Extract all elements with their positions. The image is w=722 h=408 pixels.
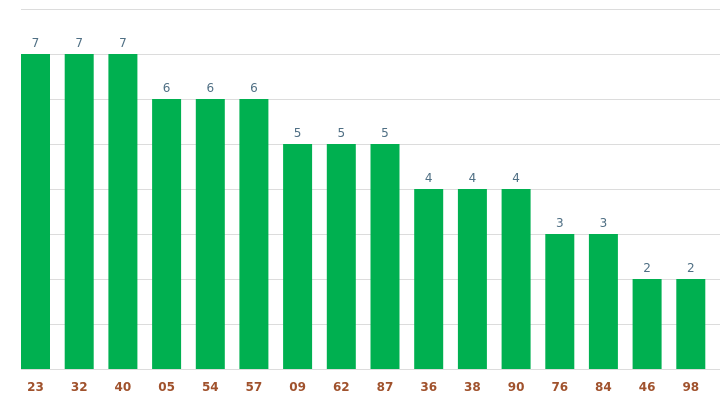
value-label-46: 2: [643, 261, 651, 275]
category-label-38: 38: [464, 380, 481, 394]
category-label-76: 76: [551, 380, 568, 394]
value-label-05: 6: [163, 81, 171, 95]
bar-54: [195, 99, 225, 369]
value-label-87: 5: [381, 126, 389, 140]
value-label-36: 4: [425, 171, 433, 185]
value-label-23: 7: [32, 36, 40, 50]
bar-05: [152, 99, 182, 369]
value-label-38: 4: [469, 171, 477, 185]
bar-40: [108, 54, 138, 369]
value-label-98: 2: [687, 261, 695, 275]
category-label-84: 84: [595, 380, 612, 394]
value-label-76: 3: [556, 216, 564, 230]
value-label-84: 3: [600, 216, 608, 230]
value-label-32: 7: [75, 36, 83, 50]
bar-98: [676, 279, 706, 369]
category-label-87: 87: [377, 380, 394, 394]
category-label-54: 54: [202, 380, 219, 394]
value-label-54: 6: [206, 81, 214, 95]
category-label-40: 40: [115, 380, 132, 394]
category-label-32: 32: [71, 380, 88, 394]
value-label-layer: 7 7 7 6 6 6 5 5 5 4 4 4 3 3 2 2: [32, 36, 695, 275]
bar-23: [21, 54, 50, 369]
category-label-23: 23: [27, 380, 44, 394]
bar-layer: [21, 54, 706, 369]
value-label-40: 7: [119, 36, 127, 50]
category-label-98: 98: [682, 380, 699, 394]
bar-62: [326, 144, 356, 369]
value-label-09: 5: [294, 126, 302, 140]
bar-32: [64, 54, 94, 369]
value-label-57: 6: [250, 81, 258, 95]
bar-38: [457, 189, 487, 369]
category-label-46: 46: [639, 380, 656, 394]
bar-36: [414, 189, 444, 369]
bar-87: [370, 144, 400, 369]
category-label-09: 09: [289, 380, 306, 394]
category-label-36: 36: [420, 380, 437, 394]
value-label-62: 5: [337, 126, 345, 140]
category-label-57: 57: [246, 380, 263, 394]
value-label-90: 4: [512, 171, 520, 185]
bar-90: [501, 189, 531, 369]
bar-09: [283, 144, 313, 369]
category-label-62: 62: [333, 380, 350, 394]
bar-46: [632, 279, 662, 369]
category-axis: 23 32 40 05 54 57 09 62 87 36 38 90 76 84 46 98: [27, 380, 699, 394]
bar-76: [545, 234, 575, 369]
category-label-05: 05: [158, 380, 175, 394]
bar-57: [239, 99, 269, 369]
category-label-90: 90: [508, 380, 525, 394]
bar-84: [588, 234, 618, 369]
